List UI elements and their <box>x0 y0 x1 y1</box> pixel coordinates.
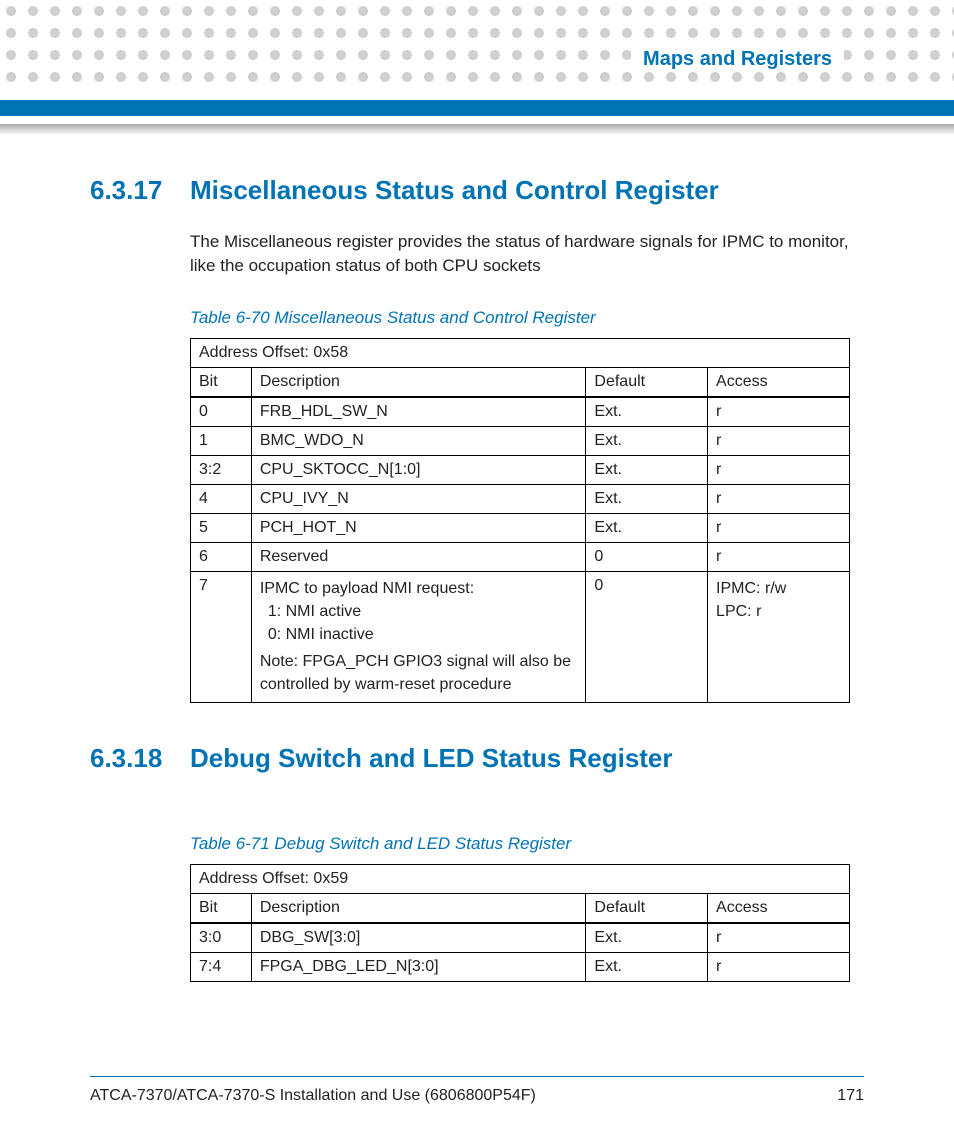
cell-bit: 0 <box>191 397 252 427</box>
cell-desc: FPGA_DBG_LED_N[3:0] <box>251 952 586 981</box>
address-offset: Address Offset: 0x59 <box>191 864 850 893</box>
desc-note: Note: FPGA_PCH GPIO3 signal will also be… <box>260 650 578 696</box>
cell-access: r <box>708 952 850 981</box>
col-header-desc: Description <box>251 367 586 397</box>
section-heading: 6.3.17 Miscellaneous Status and Control … <box>90 175 864 206</box>
cell-bit: 7:4 <box>191 952 252 981</box>
cell-desc: CPU_SKTOCC_N[1:0] <box>251 455 586 484</box>
desc-line: 1: NMI active <box>260 600 578 623</box>
cell-default: Ext. <box>586 426 708 455</box>
cell-bit: 7 <box>191 571 252 702</box>
cell-bit: 5 <box>191 513 252 542</box>
table-row: Address Offset: 0x58 <box>191 338 850 367</box>
footer-rule <box>90 1076 864 1077</box>
cell-default: 0 <box>586 542 708 571</box>
section-number: 6.3.17 <box>90 175 170 206</box>
cell-default: Ext. <box>586 484 708 513</box>
col-header-default: Default <box>586 367 708 397</box>
table-row: 4 CPU_IVY_N Ext. r <box>191 484 850 513</box>
footer-page-number: 171 <box>837 1087 864 1105</box>
col-header-bit: Bit <box>191 893 252 923</box>
section-intro: The Miscellaneous register provides the … <box>190 230 864 278</box>
cell-default: Ext. <box>586 513 708 542</box>
cell-bit: 3:2 <box>191 455 252 484</box>
desc-main: IPMC to payload NMI request: <box>260 580 474 597</box>
table-row: Bit Description Default Access <box>191 367 850 397</box>
cell-default: Ext. <box>586 455 708 484</box>
col-header-desc: Description <box>251 893 586 923</box>
header-dot-pattern <box>0 0 954 90</box>
cell-desc: CPU_IVY_N <box>251 484 586 513</box>
access-line: IPMC: r/w <box>716 580 786 597</box>
table-row: 6 Reserved 0 r <box>191 542 850 571</box>
cell-desc: IPMC to payload NMI request: 1: NMI acti… <box>251 571 586 702</box>
cell-desc: DBG_SW[3:0] <box>251 923 586 953</box>
cell-desc: FRB_HDL_SW_N <box>251 397 586 427</box>
table-caption: Table 6-70 Miscellaneous Status and Cont… <box>190 308 864 328</box>
table-row: 7 IPMC to payload NMI request: 1: NMI ac… <box>191 571 850 702</box>
cell-default: 0 <box>586 571 708 702</box>
address-offset: Address Offset: 0x58 <box>191 338 850 367</box>
col-header-bit: Bit <box>191 367 252 397</box>
page-footer: ATCA-7370/ATCA-7370-S Installation and U… <box>90 1076 864 1105</box>
access-line: LPC: r <box>716 603 761 620</box>
table-row: 7:4 FPGA_DBG_LED_N[3:0] Ext. r <box>191 952 850 981</box>
cell-desc: PCH_HOT_N <box>251 513 586 542</box>
desc-line: 0: NMI inactive <box>260 623 578 646</box>
section-number: 6.3.18 <box>90 743 170 774</box>
cell-access: r <box>708 923 850 953</box>
table-row: Address Offset: 0x59 <box>191 864 850 893</box>
cell-default: Ext. <box>586 397 708 427</box>
table-row: 3:2 CPU_SKTOCC_N[1:0] Ext. r <box>191 455 850 484</box>
col-header-default: Default <box>586 893 708 923</box>
cell-desc: BMC_WDO_N <box>251 426 586 455</box>
cell-default: Ext. <box>586 923 708 953</box>
cell-access: r <box>708 426 850 455</box>
cell-access: IPMC: r/w LPC: r <box>708 571 850 702</box>
section-title: Miscellaneous Status and Control Registe… <box>190 175 719 206</box>
footer-doc-title: ATCA-7370/ATCA-7370-S Installation and U… <box>90 1087 536 1105</box>
cell-desc: Reserved <box>251 542 586 571</box>
section-title: Debug Switch and LED Status Register <box>190 743 673 774</box>
header-blue-bar <box>0 100 954 116</box>
cell-access: r <box>708 484 850 513</box>
cell-access: r <box>708 455 850 484</box>
cell-bit: 6 <box>191 542 252 571</box>
table-row: 3:0 DBG_SW[3:0] Ext. r <box>191 923 850 953</box>
table-caption: Table 6-71 Debug Switch and LED Status R… <box>190 834 864 854</box>
cell-access: r <box>708 542 850 571</box>
register-table-misc: Address Offset: 0x58 Bit Description Def… <box>190 338 850 703</box>
col-header-access: Access <box>708 893 850 923</box>
page-content: 6.3.17 Miscellaneous Status and Control … <box>90 175 864 1022</box>
header-gray-bar <box>0 124 954 134</box>
table-row: Bit Description Default Access <box>191 893 850 923</box>
cell-access: r <box>708 397 850 427</box>
cell-bit: 3:0 <box>191 923 252 953</box>
cell-access: r <box>708 513 850 542</box>
register-table-debug: Address Offset: 0x59 Bit Description Def… <box>190 864 850 982</box>
table-row: 0 FRB_HDL_SW_N Ext. r <box>191 397 850 427</box>
chapter-title: Maps and Registers <box>631 48 844 71</box>
section-heading: 6.3.18 Debug Switch and LED Status Regis… <box>90 743 864 774</box>
cell-bit: 1 <box>191 426 252 455</box>
table-row: 5 PCH_HOT_N Ext. r <box>191 513 850 542</box>
table-row: 1 BMC_WDO_N Ext. r <box>191 426 850 455</box>
col-header-access: Access <box>708 367 850 397</box>
cell-default: Ext. <box>586 952 708 981</box>
cell-bit: 4 <box>191 484 252 513</box>
